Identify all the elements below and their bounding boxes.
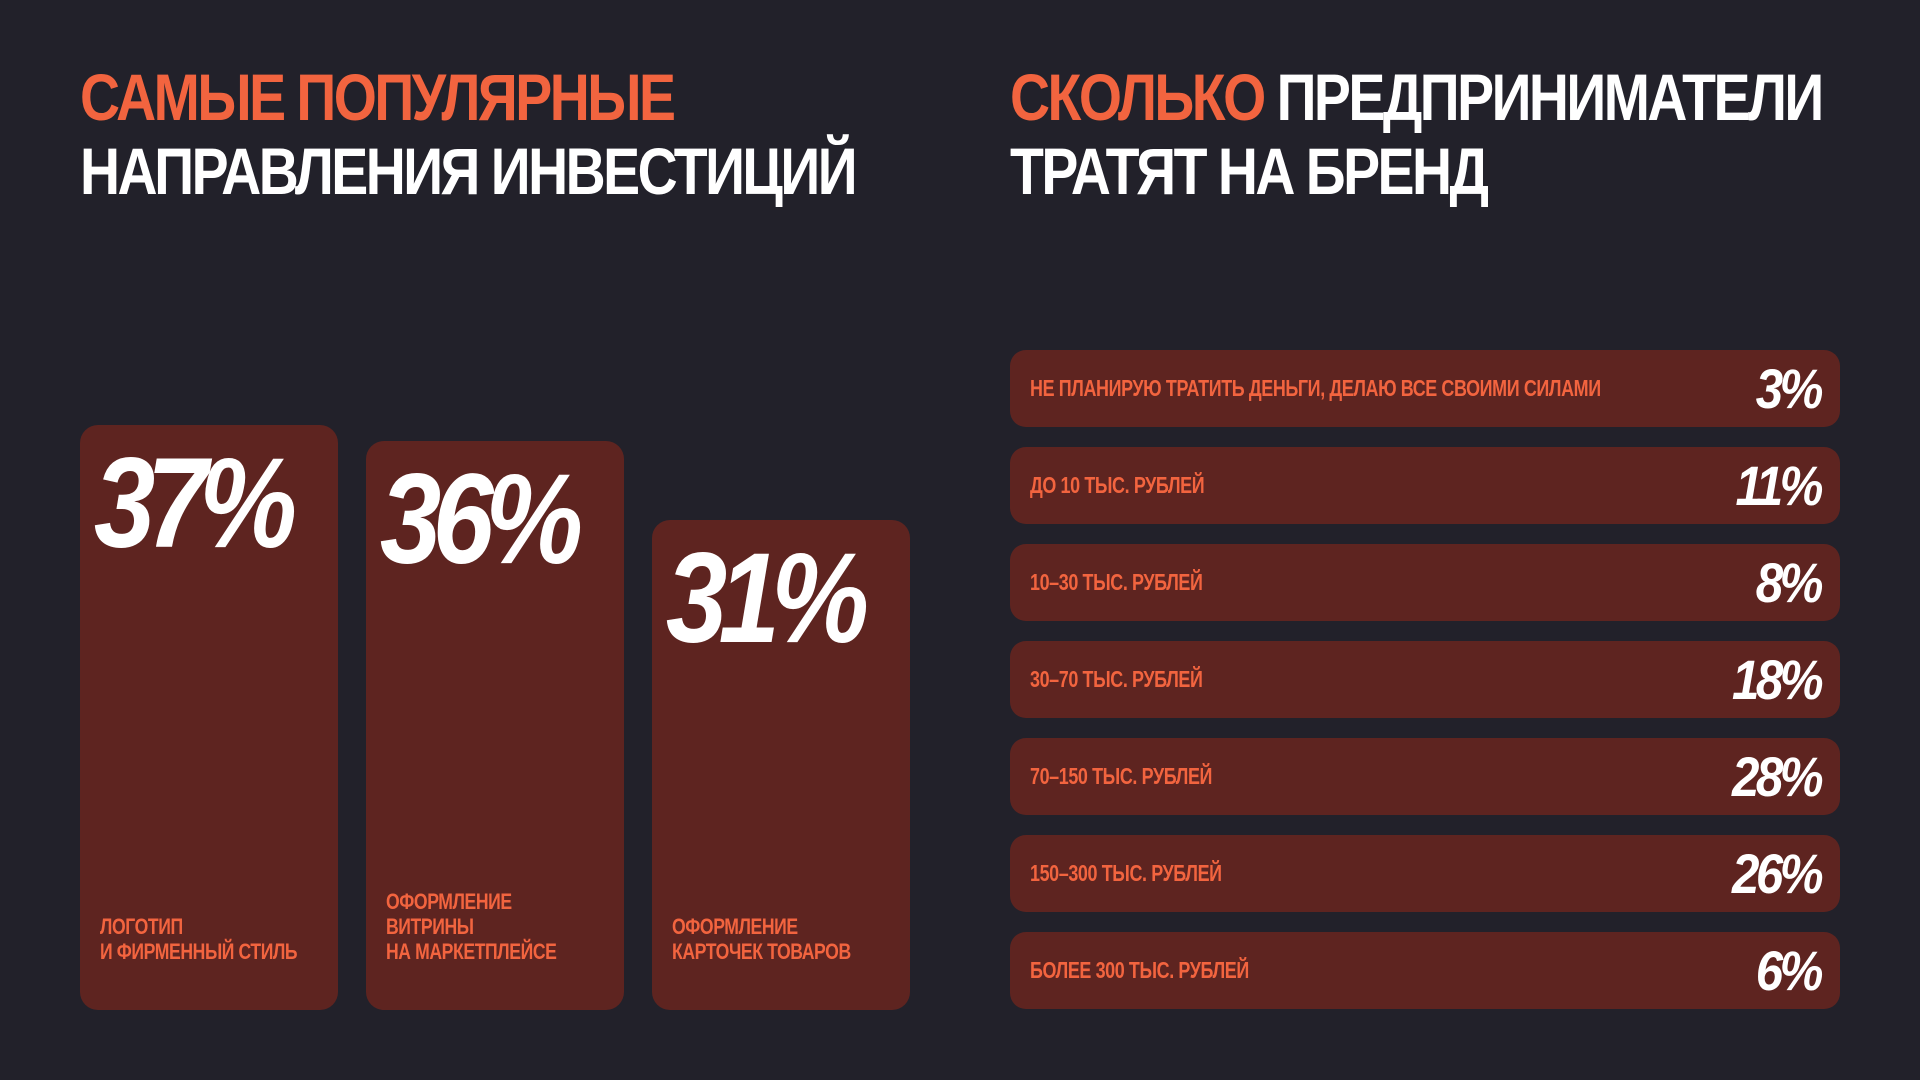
bar: 31% ОФОРМЛЕНИЕ КАРТОЧЕК ТОВАРОВ [652,520,910,1010]
budget-row: 10–30 ТЫС. РУБЛЕЙ 8% [1010,544,1840,621]
bar-category-label: ОФОРМЛЕНИЕ КАРТОЧЕК ТОВАРОВ [672,914,851,964]
right-heading-line-1: СКОЛЬКО ПРЕДПРИНИМАТЕЛИ [1010,60,1825,134]
budget-row-value: 26% [1731,842,1824,905]
budget-row: НЕ ПЛАНИРУЮ ТРАТИТЬ ДЕНЬГИ, ДЕЛАЮ ВСЕ СВ… [1010,350,1840,427]
budget-row-label: 30–70 ТЫС. РУБЛЕЙ [1030,666,1203,692]
budget-row-label: 150–300 ТЫС. РУБЛЕЙ [1030,860,1222,886]
bar: 36% ОФОРМЛЕНИЕ ВИТРИНЫ НА МАРКЕТПЛЕЙСЕ [366,441,624,1010]
left-heading: САМЫЕ ПОПУЛЯРНЫЕ НАПРАВЛЕНИЯ ИНВЕСТИЦИЙ [80,60,858,208]
budget-row-value: 6% [1755,939,1824,1002]
bar-category-label: ОФОРМЛЕНИЕ ВИТРИНЫ НА МАРКЕТПЛЕЙСЕ [386,889,557,964]
right-heading-line-1-rest: ПРЕДПРИНИМАТЕЛИ [1276,60,1825,134]
brand-budget-list: НЕ ПЛАНИРУЮ ТРАТИТЬ ДЕНЬГИ, ДЕЛАЮ ВСЕ СВ… [1010,350,1840,1029]
budget-row-value: 28% [1731,745,1824,808]
bar-category-label: ЛОГОТИП И ФИРМЕННЫЙ СТИЛЬ [100,914,298,964]
right-heading-line-2: ТРАТЯТ НА БРЕНД [1010,134,1489,208]
right-heading-accent: СКОЛЬКО [1010,60,1266,134]
budget-row: БОЛЕЕ 300 ТЫС. РУБЛЕЙ 6% [1010,932,1840,1009]
bar-value-label: 36% [380,448,583,591]
budget-row-value: 8% [1755,551,1824,614]
budget-row: 150–300 ТЫС. РУБЛЕЙ 26% [1010,835,1840,912]
budget-row: 70–150 ТЫС. РУБЛЕЙ 28% [1010,738,1840,815]
bar-value-label: 31% [666,527,869,670]
left-heading-line-1: САМЫЕ ПОПУЛЯРНЫЕ [80,60,676,134]
budget-row-label: БОЛЕЕ 300 ТЫС. РУБЛЕЙ [1030,957,1249,983]
budget-row-value: 11% [1735,454,1824,517]
budget-row: 30–70 ТЫС. РУБЛЕЙ 18% [1010,641,1840,718]
budget-row-value: 18% [1731,648,1824,711]
budget-row-label: 70–150 ТЫС. РУБЛЕЙ [1030,763,1213,789]
bar-value-label: 37% [94,432,297,575]
bar: 37% ЛОГОТИП И ФИРМЕННЫЙ СТИЛЬ [80,425,338,1010]
budget-row-label: НЕ ПЛАНИРУЮ ТРАТИТЬ ДЕНЬГИ, ДЕЛАЮ ВСЕ СВ… [1030,375,1601,401]
budget-row-label: ДО 10 ТЫС. РУБЛЕЙ [1030,472,1205,498]
right-heading: СКОЛЬКО ПРЕДПРИНИМАТЕЛИ ТРАТЯТ НА БРЕНД [1010,60,1825,208]
budget-row-value: 3% [1755,357,1824,420]
investment-bar-chart: 37% ЛОГОТИП И ФИРМЕННЫЙ СТИЛЬ 36% ОФОРМЛЕНИ… [80,425,910,1010]
left-heading-line-2: НАПРАВЛЕНИЯ ИНВЕСТИЦИЙ [80,134,858,208]
budget-row: ДО 10 ТЫС. РУБЛЕЙ 11% [1010,447,1840,524]
budget-row-label: 10–30 ТЫС. РУБЛЕЙ [1030,569,1203,595]
